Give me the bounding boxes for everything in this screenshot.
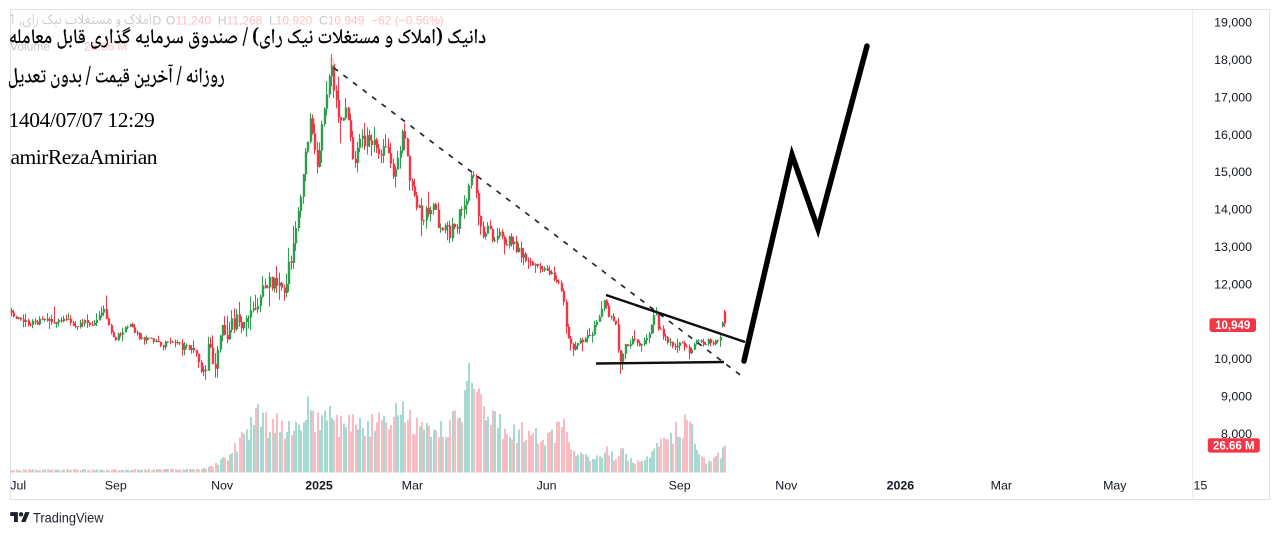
svg-text:15,000: 15,000 (1214, 165, 1252, 179)
svg-text:Mar: Mar (991, 479, 1012, 493)
svg-text:Sep: Sep (105, 479, 127, 493)
svg-text:8,000: 8,000 (1221, 427, 1252, 441)
svg-text:Jun: Jun (537, 479, 557, 493)
svg-text:14,000: 14,000 (1214, 203, 1252, 217)
svg-text:16,000: 16,000 (1214, 128, 1252, 142)
svg-text:O11,240 H11,268 L10,920 C10: O11,240 H11,268 L10,920 C10,949 −62 (−0.… (166, 14, 444, 28)
svg-text:19,000: 19,000 (1214, 16, 1252, 30)
svg-text:17,000: 17,000 (1214, 91, 1252, 105)
svg-text:Mar: Mar (402, 479, 423, 493)
svg-text:2025: 2025 (305, 479, 333, 493)
svg-text:Nov: Nov (775, 479, 798, 493)
svg-text:9,000: 9,000 (1221, 390, 1252, 404)
svg-text:26.66 M: 26.66 M (1213, 440, 1255, 452)
svg-text:18,000: 18,000 (1214, 53, 1252, 67)
svg-text:12,000: 12,000 (1214, 277, 1252, 291)
svg-text:Nov: Nov (211, 479, 234, 493)
svg-text:Volume: Volume (10, 40, 50, 54)
svg-text:Sep: Sep (669, 479, 691, 493)
svg-text:amirRezaAmirian: amirRezaAmirian (11, 145, 158, 169)
svg-text:10,949: 10,949 (1215, 320, 1250, 332)
svg-text:Jul: Jul (10, 479, 26, 493)
svg-text:1404/07/07 12:29: 1404/07/07 12:29 (9, 108, 155, 132)
svg-text:TradingView: TradingView (33, 511, 104, 526)
svg-text:2026: 2026 (887, 479, 915, 493)
svg-text:May: May (1103, 479, 1127, 493)
svg-text:15: 15 (1194, 479, 1208, 493)
svg-text:D: D (153, 14, 162, 28)
svg-text:13,000: 13,000 (1214, 240, 1252, 254)
svg-text:10,000: 10,000 (1214, 352, 1252, 366)
